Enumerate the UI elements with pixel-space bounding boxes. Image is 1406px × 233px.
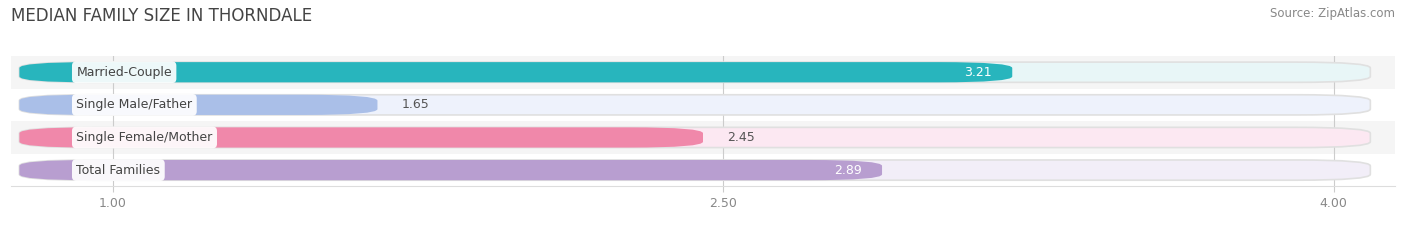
FancyBboxPatch shape xyxy=(20,62,1371,82)
FancyBboxPatch shape xyxy=(20,160,1371,180)
FancyBboxPatch shape xyxy=(20,95,1371,115)
FancyBboxPatch shape xyxy=(20,160,882,180)
Bar xyxy=(11,56,1395,89)
Bar xyxy=(11,89,1395,121)
Text: 1.65: 1.65 xyxy=(402,98,430,111)
FancyBboxPatch shape xyxy=(20,127,1371,147)
Text: 3.21: 3.21 xyxy=(965,66,991,79)
Text: Source: ZipAtlas.com: Source: ZipAtlas.com xyxy=(1270,7,1395,20)
Text: 2.89: 2.89 xyxy=(834,164,862,177)
Text: Married-Couple: Married-Couple xyxy=(76,66,172,79)
Bar xyxy=(11,121,1395,154)
Text: Single Male/Father: Single Male/Father xyxy=(76,98,193,111)
Text: MEDIAN FAMILY SIZE IN THORNDALE: MEDIAN FAMILY SIZE IN THORNDALE xyxy=(11,7,312,25)
FancyBboxPatch shape xyxy=(20,127,703,147)
Text: Total Families: Total Families xyxy=(76,164,160,177)
Bar xyxy=(11,154,1395,186)
FancyBboxPatch shape xyxy=(20,95,377,115)
Text: 2.45: 2.45 xyxy=(727,131,755,144)
Text: Single Female/Mother: Single Female/Mother xyxy=(76,131,212,144)
FancyBboxPatch shape xyxy=(20,62,1012,82)
